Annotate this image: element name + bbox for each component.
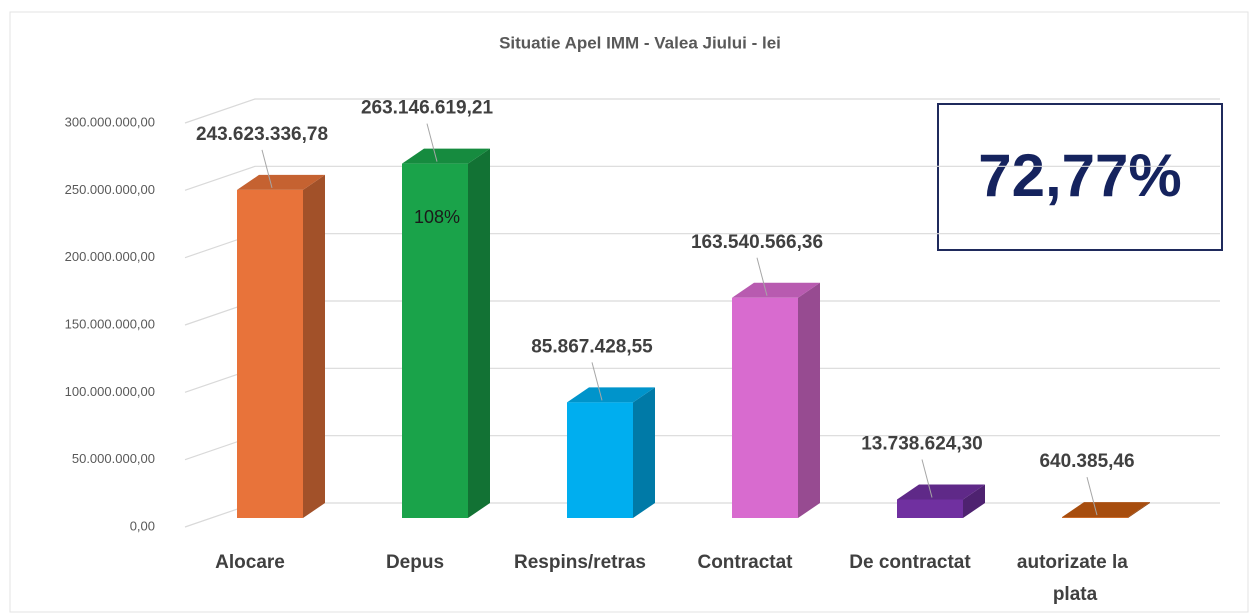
x-tick-label: Depus — [386, 552, 444, 573]
leader-line — [261, 149, 273, 189]
leader-line — [756, 257, 768, 296]
chart-title: Situatie Apel IMM - Valea Jiului - lei — [499, 33, 781, 52]
y-tick-label: 150.000.000,00 — [65, 316, 155, 331]
x-tick-label: Contractat — [697, 552, 793, 573]
bar — [1062, 517, 1128, 518]
leader-line — [921, 459, 933, 498]
bar-top — [402, 148, 490, 164]
data-label: 85.867.428,55 — [531, 336, 653, 357]
x-tick-label: Alocare — [215, 552, 285, 573]
bar-side — [303, 174, 325, 518]
bar-top — [1062, 502, 1150, 518]
bar-top — [732, 282, 820, 298]
x-tick-label: De contractat — [849, 552, 971, 573]
y-tick-label: 300.000.000,00 — [65, 114, 155, 129]
data-label: 640.385,46 — [1039, 451, 1134, 472]
bar-side — [468, 148, 490, 519]
y-tick-label: 200.000.000,00 — [65, 249, 155, 264]
y-tick-label: 100.000.000,00 — [65, 384, 155, 399]
bar-top — [237, 174, 325, 190]
bar — [402, 163, 468, 519]
data-label: 13.738.624,30 — [861, 434, 983, 455]
percent-box — [937, 103, 1223, 251]
bar — [567, 402, 633, 518]
data-label: 263.146.619,21 — [361, 98, 494, 119]
leader-line — [1086, 477, 1098, 516]
grid-line — [184, 98, 1220, 124]
bar-top — [567, 387, 655, 403]
y-tick-label: 50.000.000,00 — [72, 451, 155, 466]
bar — [897, 499, 963, 518]
y-tick-label: 250.000.000,00 — [65, 182, 155, 197]
bar — [237, 189, 303, 518]
y-tick-label: 0,00 — [130, 518, 155, 533]
grid-line — [184, 165, 1220, 191]
chart-frame — [9, 11, 1249, 613]
percent-annotation: 72,77% — [978, 142, 1182, 209]
bar-side — [1128, 502, 1150, 518]
bar-side — [633, 387, 655, 518]
bar-annotation: 108% — [414, 207, 460, 227]
data-label: 243.623.336,78 — [196, 124, 328, 145]
x-tick-label: autorizate la plata — [1017, 552, 1133, 605]
x-tick-label: Respins/retras — [514, 552, 646, 573]
bar-side — [963, 484, 985, 518]
leader-line — [591, 362, 603, 401]
data-label: 163.540.566,36 — [691, 232, 823, 253]
leader-line — [426, 123, 438, 162]
bar — [732, 297, 798, 518]
bar-top — [897, 484, 985, 500]
bar-side — [798, 282, 820, 518]
